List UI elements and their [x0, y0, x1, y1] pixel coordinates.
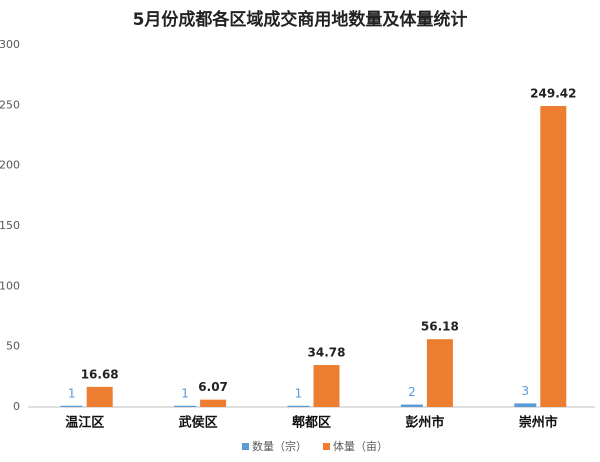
value-label: 6.07: [198, 380, 228, 394]
bar: [60, 405, 83, 407]
value-label: 1: [295, 386, 303, 400]
bar: [540, 106, 567, 407]
x-tick-label: 崇州市: [519, 415, 558, 431]
bar: [174, 405, 197, 407]
value-label: 34.78: [308, 346, 346, 360]
legend-swatch: [323, 443, 330, 450]
y-tick-label: 200: [0, 159, 20, 172]
y-tick-label: 150: [0, 219, 20, 232]
legend-label: 体量（亩）: [333, 439, 388, 453]
x-tick-label: 温江区: [65, 415, 104, 431]
bar: [313, 365, 340, 407]
value-label: 249.42: [530, 87, 576, 101]
legend-label: 数量（宗）: [252, 439, 307, 453]
bar: [400, 404, 423, 407]
value-label: 1: [68, 386, 76, 400]
chart-title: 5月份成都各区域成交商用地数量及体量统计: [133, 9, 468, 30]
bar: [200, 399, 227, 407]
x-tick-label: 彭州市: [405, 415, 444, 431]
bar: [86, 386, 113, 407]
value-label: 16.68: [81, 367, 119, 381]
y-tick-label: 100: [0, 279, 20, 292]
y-tick-label: 250: [0, 98, 20, 111]
x-tick-label: 郫都区: [292, 415, 331, 431]
legend-swatch: [242, 443, 249, 450]
bar: [514, 403, 537, 407]
bar: [287, 405, 310, 407]
bar: [426, 339, 453, 407]
y-tick-label: 50: [6, 340, 20, 353]
value-label: 1: [181, 386, 189, 400]
y-tick-label: 0: [13, 400, 20, 413]
value-label: 3: [521, 384, 529, 398]
x-tick-label: 武侯区: [179, 415, 218, 431]
value-label: 2: [408, 385, 416, 399]
value-label: 56.18: [421, 320, 459, 334]
y-tick-label: 300: [0, 38, 20, 51]
